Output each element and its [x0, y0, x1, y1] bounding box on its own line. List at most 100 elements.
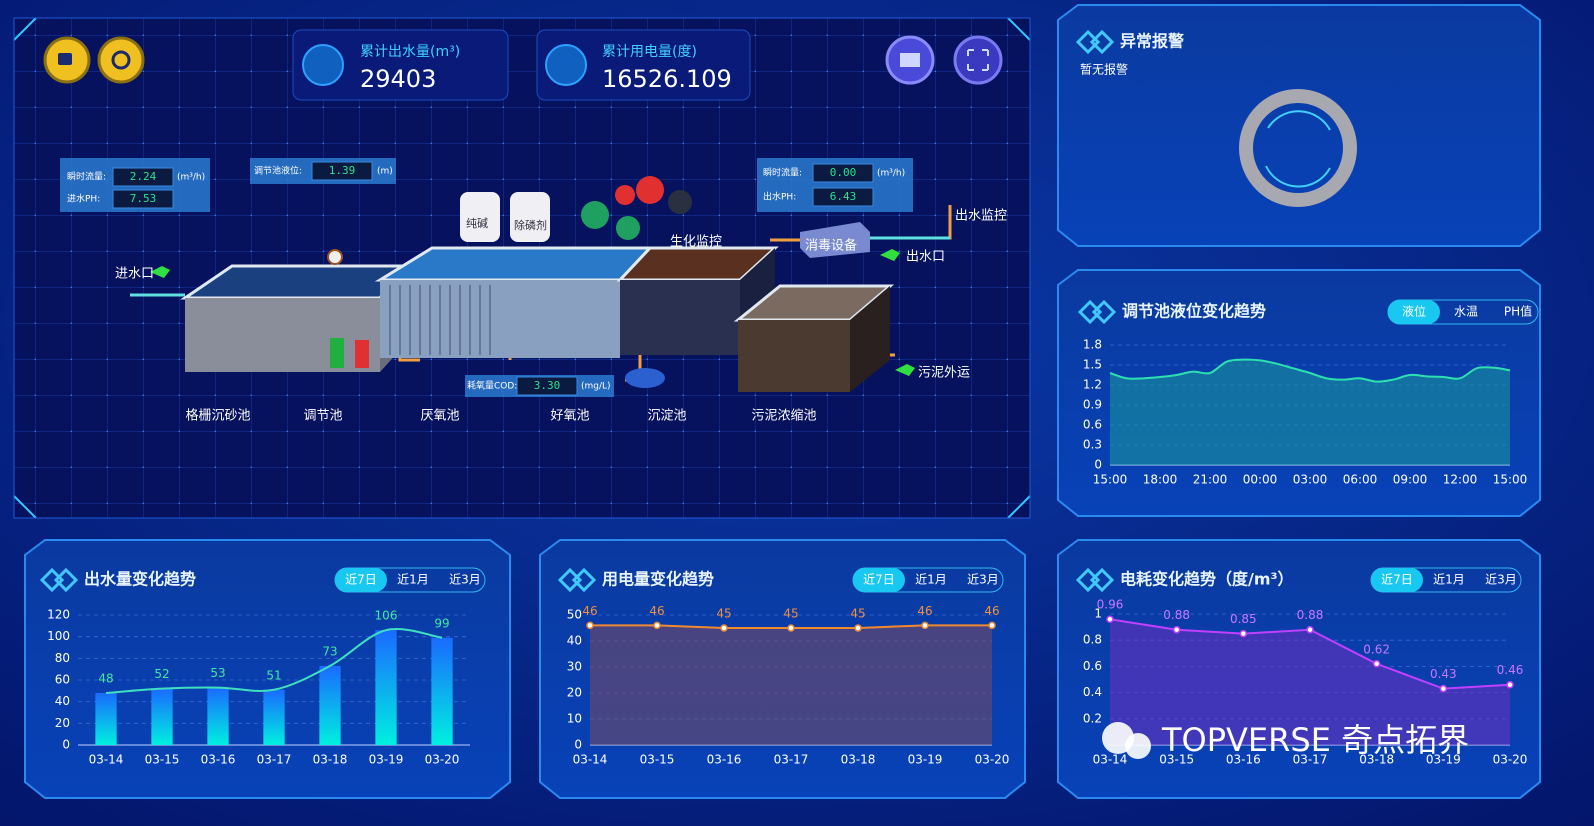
x-tick-label: 15:00	[1093, 473, 1128, 487]
marker	[1106, 615, 1114, 623]
reading-label: 出水PH:	[763, 191, 796, 203]
x-tick-label: 18:00	[1143, 473, 1178, 487]
settings-button[interactable]	[97, 36, 145, 84]
x-tick-label: 03-20	[425, 753, 460, 767]
bar	[431, 637, 453, 745]
y-tick-label: 0	[1094, 458, 1102, 472]
tab[interactable]: 近7日	[345, 573, 377, 587]
y-tick-label: 0.9	[1083, 398, 1102, 412]
marker	[787, 624, 795, 632]
reading-value-box	[112, 167, 174, 187]
reading-label: 进水PH:	[67, 193, 100, 205]
fullscreen-button[interactable]	[953, 35, 1003, 85]
reading-label: 调节池液位:	[254, 165, 302, 177]
reading-label: 耗氧量COD:	[467, 380, 517, 392]
data-label: 52	[154, 667, 169, 681]
reading-value: 7.53	[130, 192, 157, 205]
reading-value-box	[812, 187, 874, 207]
watermark: TOPVERSE 奇点拓界	[1161, 721, 1469, 759]
reading-value-box	[812, 163, 874, 183]
bar	[207, 687, 229, 745]
equipment-label: 出水口	[906, 250, 945, 265]
tab[interactable]: 近1月	[1433, 573, 1465, 587]
data-label: 99	[434, 616, 449, 630]
reading-value: 2.24	[130, 170, 157, 183]
x-tick-label: 03-15	[640, 753, 675, 767]
marker	[720, 624, 728, 632]
x-tick-label: 03-20	[975, 753, 1010, 767]
reading-value-box	[516, 376, 578, 396]
x-tick-label: 03-20	[1493, 753, 1528, 767]
title-icon	[571, 567, 597, 593]
x-tick-label: 06:00	[1343, 473, 1378, 487]
tab[interactable]: 近7日	[863, 573, 895, 587]
y-tick-label: 20	[55, 716, 70, 730]
equipment-label: 纯碱	[466, 217, 488, 230]
marker	[586, 621, 594, 630]
y-tick-label: 1.5	[1083, 358, 1102, 372]
data-label: 51	[266, 668, 281, 682]
tab[interactable]: 近7日	[1381, 573, 1413, 587]
y-tick-label: 1	[1094, 607, 1102, 621]
data-label: 0.62	[1363, 642, 1390, 656]
y-tick-label: 30	[567, 660, 582, 674]
data-label: 0.85	[1230, 612, 1257, 626]
y-tick-label: 1.8	[1083, 338, 1102, 352]
tab[interactable]: 近1月	[397, 573, 429, 587]
marker	[854, 624, 862, 632]
line	[1109, 358, 1511, 383]
reading-value: 0.00	[830, 166, 857, 179]
tab[interactable]: 近1月	[915, 573, 947, 587]
chart-title: 出水量变化趋势	[84, 570, 196, 589]
tab[interactable]: 近3月	[967, 573, 999, 587]
data-label: 46	[917, 604, 932, 618]
data-label: 45	[783, 607, 798, 621]
x-tick-label: 21:00	[1193, 473, 1228, 487]
x-tick-label: 12:00	[1443, 473, 1478, 487]
y-tick-label: 100	[47, 629, 70, 643]
watermark-icon	[1125, 733, 1151, 759]
tab[interactable]: PH值	[1504, 304, 1532, 319]
equipment-label: 生化监控	[670, 235, 722, 250]
x-tick-label: 03-15	[145, 753, 180, 767]
bar	[151, 688, 173, 745]
x-tick-label: 03-16	[201, 753, 236, 767]
pool-label: 好氧池	[550, 409, 589, 424]
pool-label: 污泥浓缩池	[751, 408, 816, 424]
data-label: 45	[716, 607, 731, 621]
x-tick-label: 03-15	[1159, 753, 1194, 767]
data-label: 0.46	[1497, 663, 1524, 677]
stat-icon	[545, 44, 587, 86]
x-tick-label: 03-19	[369, 753, 404, 767]
x-tick-label: 03-18	[313, 753, 348, 767]
x-tick-label: 03-14	[89, 753, 124, 767]
stat-box	[292, 29, 509, 101]
marker	[653, 621, 661, 630]
camera-icon	[58, 53, 72, 65]
pool-label: 格栅沉砂池	[185, 408, 250, 424]
title-icon	[1075, 567, 1101, 593]
area	[1110, 619, 1510, 745]
equipment-label: 污泥外运	[918, 366, 970, 381]
data-label: 0.88	[1163, 608, 1190, 622]
x-tick-label: 03-16	[707, 753, 742, 767]
x-tick-label: 03-18	[841, 753, 876, 767]
tab[interactable]: 液位	[1402, 304, 1426, 319]
title-icon	[1089, 567, 1115, 593]
stat-value: 29403	[360, 65, 436, 93]
data-label: 53	[210, 666, 225, 680]
y-tick-label: 0.8	[1083, 633, 1102, 647]
y-tick-label: 40	[55, 694, 70, 708]
data-label: 48	[98, 672, 113, 686]
tab[interactable]: 水温	[1454, 305, 1478, 319]
fullscreen-icon	[967, 49, 989, 71]
reading-label: 瞬时流量:	[763, 167, 802, 179]
reading-value: 6.43	[830, 190, 857, 203]
equipment-label: 进水口	[115, 267, 154, 282]
tab[interactable]: 近3月	[449, 573, 481, 587]
y-tick-label: 0.6	[1083, 659, 1102, 673]
y-tick-label: 10	[567, 712, 582, 726]
tab[interactable]: 近3月	[1485, 573, 1517, 587]
area	[590, 625, 992, 745]
